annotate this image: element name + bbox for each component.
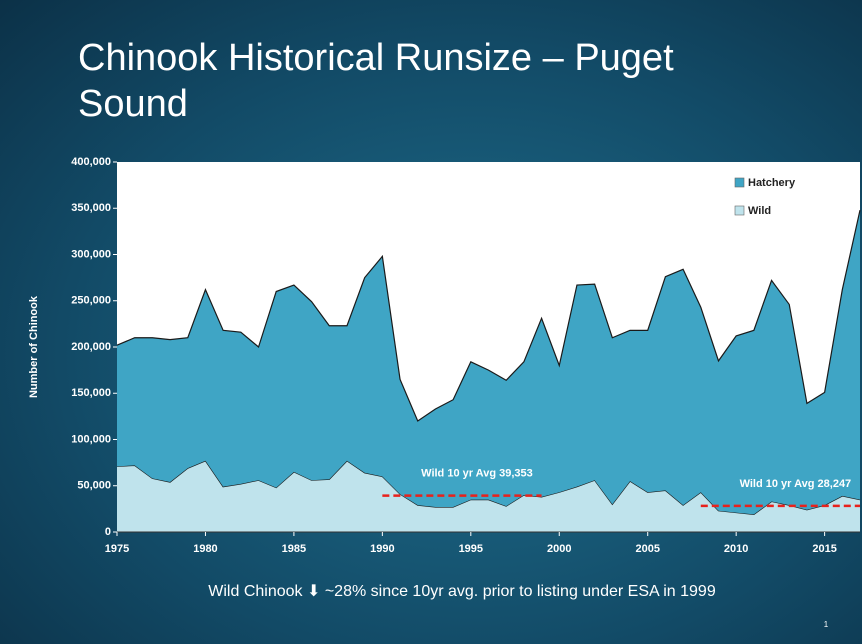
x-tick-label: 2010 <box>724 543 748 555</box>
y-tick-label: 100,000 <box>71 433 111 445</box>
annotation-label: Wild 10 yr Avg 28,247 <box>740 478 852 490</box>
x-tick-label: 1985 <box>282 543 306 555</box>
y-tick-label: 350,000 <box>71 202 111 214</box>
legend-label: Wild <box>748 205 771 217</box>
legend-label: Hatchery <box>748 177 796 189</box>
y-axis-label: Number of Chinook <box>28 295 40 398</box>
y-tick-label: 300,000 <box>71 248 111 260</box>
x-tick-label: 2000 <box>547 543 571 555</box>
area <box>117 460 860 532</box>
footnote: Wild Chinook ⬇ ~28% since 10yr avg. prio… <box>208 583 716 600</box>
page-number: 1 <box>824 620 829 629</box>
y-tick-label: 150,000 <box>71 387 111 399</box>
y-tick-label: 200,000 <box>71 341 111 353</box>
x-tick-label: 2015 <box>812 543 836 555</box>
y-tick-label: 50,000 <box>77 480 111 492</box>
title-line: Sound <box>78 83 188 125</box>
y-tick-label: 250,000 <box>71 295 111 307</box>
x-tick-label: 2005 <box>635 543 659 555</box>
y-tick-label: 0 <box>105 526 111 538</box>
title-line: Chinook Historical Runsize – Puget <box>78 37 674 79</box>
x-tick-label: 1990 <box>370 543 394 555</box>
area <box>117 210 860 515</box>
y-tick-label: 400,000 <box>71 156 111 168</box>
annotation-label: Wild 10 yr Avg 39,353 <box>421 468 533 480</box>
area-outline <box>116 209 861 422</box>
legend-swatch <box>734 205 745 216</box>
x-tick-label: 1995 <box>459 543 483 555</box>
x-tick-label: 1975 <box>105 543 129 555</box>
x-tick-label: 1980 <box>193 543 217 555</box>
legend-swatch <box>734 177 745 188</box>
